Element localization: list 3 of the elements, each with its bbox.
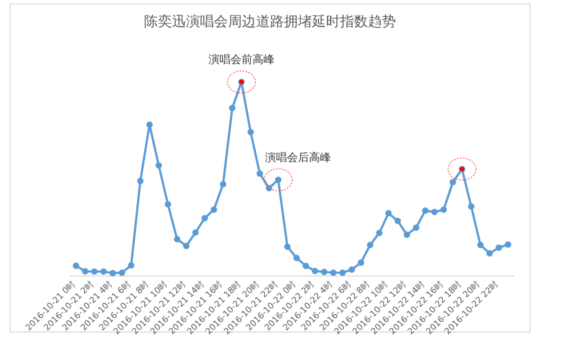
chart-title: 陈奕迅演唱会周边道路拥堵延时指数趋势 (144, 14, 396, 30)
annotation: 演唱会后高峰 (265, 150, 332, 164)
annotation: 演唱会前高峰 (208, 53, 274, 66)
